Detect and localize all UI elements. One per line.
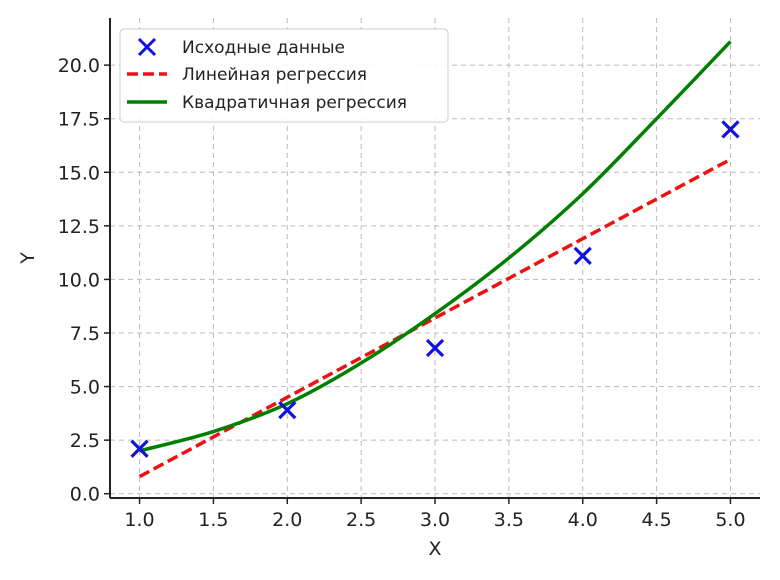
data-point: [721, 120, 740, 139]
ticks: 1.0 1.5 2.0 2.5 3.0 3.5 4.0 4.5 5.0 0.0 2.5 5.0 7.5 1…: [58, 55, 746, 531]
y-axis-label: Y: [17, 252, 39, 265]
y-tick-label: 2.5: [70, 430, 100, 452]
y-tick-label: 15.0: [58, 162, 100, 184]
x-tick-label: 3.5: [494, 509, 524, 531]
legend-box: [119, 28, 449, 123]
x-tick-label: 2.5: [346, 509, 376, 531]
data-point: [573, 246, 592, 265]
y-tick-label: 20.0: [58, 55, 100, 77]
y-tick-label: 10.0: [58, 269, 100, 291]
x-tick-label: 5.0: [715, 509, 745, 531]
data-point-stroke: [425, 338, 445, 358]
quadratic-regression-line: [139, 40, 732, 453]
x-tick-label: 3.0: [420, 509, 450, 531]
data-point-stroke: [573, 246, 592, 265]
series: [130, 40, 740, 479]
data-point: [425, 338, 445, 358]
legend-marker-scatter-icon: [137, 37, 157, 57]
x-axis-label: X: [428, 538, 441, 560]
y-tick-label: 5.0: [70, 377, 100, 399]
data-point-stroke: [721, 120, 740, 139]
y-tick-label: 0.0: [70, 484, 100, 506]
legend-label-scatter: Исходные данные: [182, 38, 345, 58]
y-tick-label: 12.5: [58, 216, 100, 238]
data-point-stroke: [130, 439, 149, 458]
x-tick-label: 4.5: [641, 509, 671, 531]
data-point: [278, 401, 297, 420]
data-point-stroke: [278, 401, 297, 420]
y-tick-label: 17.5: [58, 109, 100, 131]
x-tick-label: 2.0: [272, 509, 302, 531]
x-tick-label: 1.5: [198, 509, 228, 531]
data-point: [130, 439, 149, 458]
y-tick-label: 7.5: [70, 323, 100, 345]
legend-label-quadratic: Квадратичная регрессия: [182, 93, 407, 113]
x-tick-label: 4.0: [568, 509, 598, 531]
legend-label-linear: Линейная регрессия: [182, 65, 367, 85]
legend: Исходные данные Линейная регрессия Квадр…: [119, 28, 449, 123]
x-tick-label: 1.0: [124, 509, 154, 531]
